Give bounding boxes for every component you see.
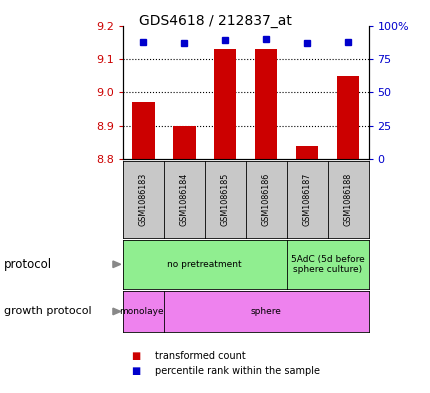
Text: GSM1086185: GSM1086185 xyxy=(220,173,229,226)
Text: transformed count: transformed count xyxy=(155,351,246,361)
Text: protocol: protocol xyxy=(4,258,52,271)
Text: 5AdC (5d before
sphere culture): 5AdC (5d before sphere culture) xyxy=(290,255,364,274)
Text: GSM1086186: GSM1086186 xyxy=(261,173,270,226)
Text: growth protocol: growth protocol xyxy=(4,307,92,316)
Text: ■: ■ xyxy=(131,351,140,361)
Text: GSM1086184: GSM1086184 xyxy=(179,173,188,226)
Text: GSM1086187: GSM1086187 xyxy=(302,173,311,226)
Bar xyxy=(213,49,236,159)
Text: ■: ■ xyxy=(131,366,140,376)
Text: GSM1086188: GSM1086188 xyxy=(343,173,352,226)
Bar xyxy=(254,49,277,159)
Bar xyxy=(336,76,359,159)
Text: no pretreatment: no pretreatment xyxy=(167,260,242,269)
Polygon shape xyxy=(113,261,120,268)
Text: monolayer: monolayer xyxy=(119,307,167,316)
Bar xyxy=(132,103,154,159)
Text: percentile rank within the sample: percentile rank within the sample xyxy=(155,366,319,376)
Polygon shape xyxy=(113,308,120,315)
Bar xyxy=(172,126,195,159)
Bar xyxy=(295,146,318,159)
Text: GSM1086183: GSM1086183 xyxy=(138,173,147,226)
Text: sphere: sphere xyxy=(250,307,281,316)
Text: GDS4618 / 212837_at: GDS4618 / 212837_at xyxy=(139,14,291,28)
